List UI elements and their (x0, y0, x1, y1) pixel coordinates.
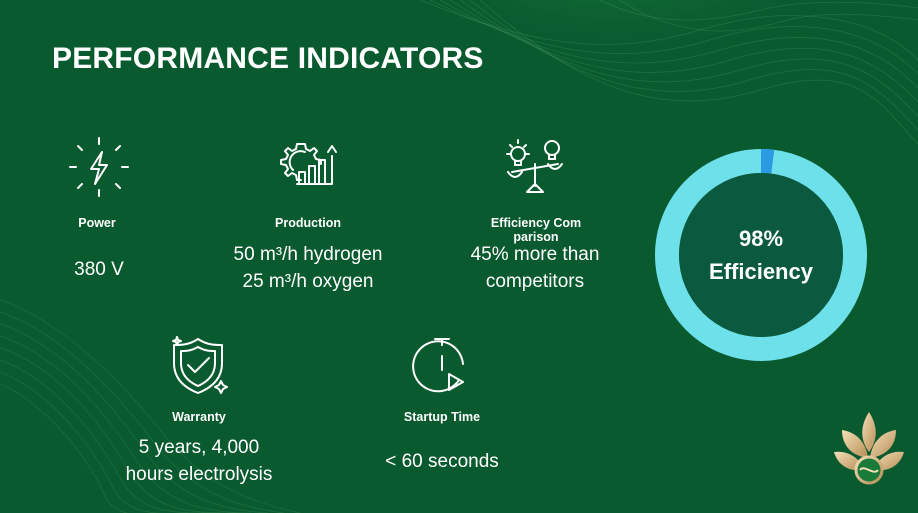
gauge-center (679, 173, 843, 337)
shield-check-icon (165, 333, 231, 399)
stopwatch-play-icon (409, 334, 475, 400)
efficiency-comparison-value-line1: 45% more than (470, 244, 600, 265)
gauge-percent: 98% (738, 226, 784, 251)
warranty-label: Warranty (172, 410, 226, 424)
production-value-oxygen: 25 m³/h oxygen (242, 271, 374, 292)
gauge-remainder-arc (655, 149, 867, 361)
efficiency-gauge: 98% Efficiency (654, 148, 868, 362)
lightbulb-scale-icon (502, 134, 568, 200)
lotus-logo-icon (832, 408, 906, 492)
gauge-caption: Efficiency (709, 259, 813, 284)
production-value-hydrogen: 50 m³/h hydrogen (233, 244, 383, 265)
power-value: 380 V (74, 259, 124, 280)
power-label: Power (78, 216, 116, 230)
warranty-value-line1: 5 years, 4,000 (138, 437, 260, 458)
startup-time-value: < 60 seconds (385, 451, 499, 472)
gear-growth-chart-icon (275, 134, 341, 200)
lightning-bolt-icon (66, 134, 132, 200)
warranty-value-line2: hours electrolysis (125, 464, 273, 485)
production-label: Production (275, 216, 341, 230)
efficiency-comparison-value-line2: competitors (485, 271, 585, 292)
efficiency-comparison-label: Efficiency Comparison (490, 216, 582, 244)
page-title: PERFORMANCE INDICATORS (52, 42, 484, 75)
startup-time-label: Startup Time (403, 410, 481, 424)
